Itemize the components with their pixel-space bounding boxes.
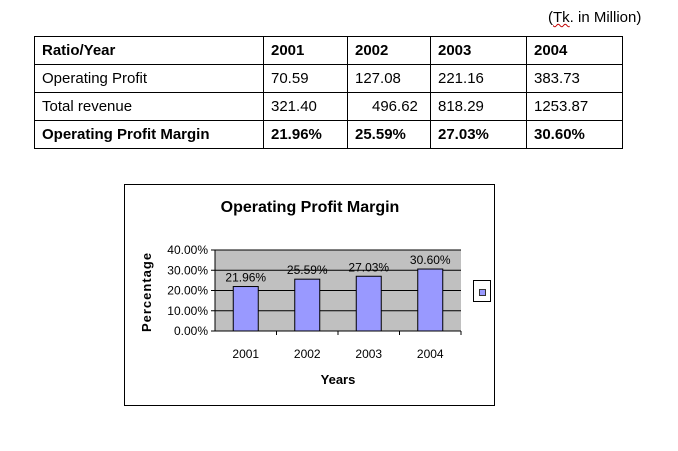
- table-cell: 70.59: [263, 64, 348, 93]
- table-cell: 321.40: [263, 92, 348, 121]
- y-tick-label: 0.00%: [174, 324, 208, 338]
- bar: [355, 275, 382, 332]
- header-cell-2002: 2002: [347, 36, 431, 65]
- data-label: 25.59%: [287, 263, 328, 277]
- table-cell: 818.29: [430, 92, 527, 121]
- ratio-table: Ratio/Year 2001 2002 2003 2004 Operating…: [34, 36, 623, 149]
- table-cell: 27.03%: [430, 120, 527, 149]
- table-row-total-revenue: Total revenue 321.40 496.62 818.29 1253.…: [34, 92, 623, 121]
- y-tick-label: 10.00%: [167, 304, 208, 318]
- table-row-operating-profit-margin: Operating Profit Margin 21.96% 25.59% 27…: [34, 120, 623, 149]
- table-cell: 1253.87: [526, 92, 623, 121]
- header-cell-label: Ratio/Year: [34, 36, 264, 65]
- data-label: 21.96%: [225, 271, 266, 285]
- bar-chart: Operating Profit Margin Percentage Years…: [139, 199, 462, 387]
- table-cell: 383.73: [526, 64, 623, 93]
- row-label: Operating Profit Margin: [34, 120, 264, 149]
- y-axis-label: Percentage: [139, 252, 154, 332]
- table-row-operating-profit: Operating Profit 70.59 127.08 221.16 383…: [34, 64, 623, 93]
- bar: [294, 278, 321, 332]
- x-tick-label: 2001: [232, 347, 259, 361]
- header-cell-2003: 2003: [430, 36, 527, 65]
- y-tick-label: 30.00%: [167, 263, 208, 277]
- unit-note: (Tk. in Million): [548, 9, 641, 26]
- table-cell: 127.08: [347, 64, 431, 93]
- unit-note-open: (: [548, 9, 553, 26]
- y-tick-label: 40.00%: [167, 243, 208, 257]
- legend-swatch: [479, 289, 486, 296]
- x-tick-label: 2002: [294, 347, 321, 361]
- row-label: Operating Profit: [34, 64, 264, 93]
- chart-title: Operating Profit Margin: [221, 199, 400, 216]
- x-axis-label: Years: [321, 372, 356, 387]
- table-cell: 30.60%: [526, 120, 623, 149]
- y-tick-label: 20.00%: [167, 284, 208, 298]
- plot-area: 0.00% 10.00% 20.00% 30.00% 40.00% 21.96% 2001 2…: [167, 243, 462, 361]
- x-tick-label: 2004: [417, 347, 444, 361]
- table-header-row: Ratio/Year 2001 2002 2003 2004: [34, 36, 623, 65]
- header-cell-2004: 2004: [526, 36, 623, 65]
- unit-note-tk: Tk: [553, 9, 570, 26]
- table-cell: 25.59%: [347, 120, 431, 149]
- bar: [417, 268, 444, 332]
- data-label: 30.60%: [410, 253, 451, 267]
- unit-note-rest: . in Million): [569, 9, 642, 26]
- data-label: 27.03%: [348, 260, 389, 274]
- table-cell: 221.16: [430, 64, 527, 93]
- chart-legend: [473, 280, 491, 302]
- header-cell-2001: 2001: [263, 36, 348, 65]
- x-tick-label: 2003: [355, 347, 382, 361]
- table-cell: 496.62: [347, 92, 431, 121]
- bar: [232, 286, 259, 332]
- chart-container: Operating Profit Margin Percentage Years…: [124, 184, 495, 406]
- table-cell: 21.96%: [263, 120, 348, 149]
- row-label: Total revenue: [34, 92, 264, 121]
